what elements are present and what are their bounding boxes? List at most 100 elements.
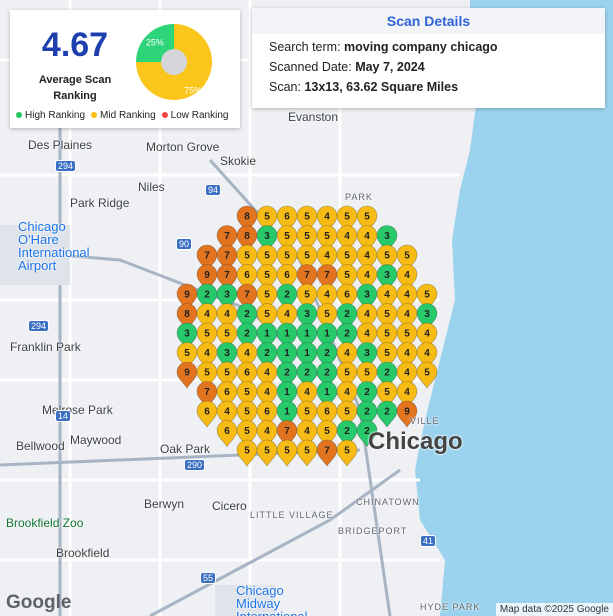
pin-rank: 6	[284, 212, 290, 223]
place-label: Brookfield	[56, 546, 110, 560]
rank-pin	[376, 244, 398, 272]
rank-pin	[336, 264, 358, 292]
donut-chart: 25% 75%	[136, 24, 212, 100]
pin-rank: 4	[404, 368, 410, 379]
place-label: Melrose Park	[42, 403, 113, 417]
pin-rank: 4	[424, 348, 430, 359]
place-label: LITTLE VILLAGE	[250, 510, 334, 520]
pin-rank: 5	[344, 368, 350, 379]
pin-rank: 2	[284, 290, 290, 301]
rank-pin	[276, 342, 298, 370]
rank-pin	[296, 361, 318, 389]
pin-rank: 5	[204, 329, 210, 340]
airport	[215, 585, 275, 616]
rank-pin	[276, 244, 298, 272]
rank-pin	[376, 342, 398, 370]
rank-pin	[356, 381, 378, 409]
detail-row: Scanned Date: May 7, 2024	[269, 60, 605, 74]
pin-rank: 5	[244, 387, 250, 398]
place-label: Brookfield Zoo	[6, 516, 84, 530]
legend-item: Mid Ranking	[91, 110, 156, 121]
road-shield: 290	[184, 459, 206, 471]
rank-pin	[256, 342, 278, 370]
pin-rank: 4	[284, 309, 290, 320]
rank-pin	[216, 400, 238, 428]
pin-rank: 5	[384, 251, 390, 262]
place-label: Park Ridge	[70, 196, 130, 210]
rank-pin	[176, 322, 198, 350]
ranking-panel: 4.67 Average Scan Ranking 25% 75% High Ra…	[10, 10, 240, 128]
rank-pin	[236, 264, 258, 292]
rank-pin	[396, 264, 418, 292]
rank-pin	[256, 400, 278, 428]
rank-pin	[216, 283, 238, 311]
rank-pin	[236, 420, 258, 448]
pin-rank: 4	[264, 387, 270, 398]
legend-swatch	[16, 112, 22, 119]
pin-rank: 6	[244, 270, 250, 281]
rank-pin	[296, 303, 318, 331]
pin-rank: 4	[244, 348, 250, 359]
pin-rank: 2	[384, 407, 390, 418]
place-label: Des Plaines	[28, 138, 93, 152]
rank-pin	[296, 342, 318, 370]
pin-rank: 2	[324, 348, 330, 359]
rank-pin	[356, 342, 378, 370]
rank-pin	[196, 244, 218, 272]
road-shield: 294	[28, 320, 50, 332]
pin-rank: 6	[344, 290, 350, 301]
pin-rank: 7	[224, 270, 230, 281]
rank-pin	[356, 420, 378, 448]
pin-rank: 4	[224, 309, 230, 320]
pin-rank: 6	[224, 387, 230, 398]
rank-pin	[196, 264, 218, 292]
rank-pin	[296, 322, 318, 350]
rank-pin	[296, 381, 318, 409]
pin-rank: 4	[304, 387, 310, 398]
pin-rank: 9	[404, 407, 410, 418]
rank-pin	[316, 244, 338, 272]
map-attribution[interactable]: Map data ©2025 Google	[495, 603, 613, 616]
pin-rank: 5	[364, 368, 370, 379]
rank-pin	[256, 303, 278, 331]
rank-pin	[276, 322, 298, 350]
pin-rank: 5	[304, 231, 310, 242]
pin-rank: 7	[224, 231, 230, 242]
pin-rank: 6	[284, 270, 290, 281]
rank-pin	[256, 205, 278, 233]
pin-rank: 6	[224, 426, 230, 437]
pin-rank: 5	[264, 212, 270, 223]
pin-rank: 2	[364, 387, 370, 398]
rank-pin	[296, 264, 318, 292]
rank-pin	[356, 361, 378, 389]
pin-rank: 7	[284, 426, 290, 437]
rank-pin	[296, 283, 318, 311]
pin-rank: 5	[244, 446, 250, 457]
detail-value: moving company chicago	[344, 40, 498, 54]
pin-rank: 2	[244, 329, 250, 340]
rank-pin	[356, 303, 378, 331]
rank-pin	[256, 420, 278, 448]
rank-pin	[216, 361, 238, 389]
rank-pin	[336, 420, 358, 448]
pin-rank: 1	[304, 348, 310, 359]
road-shield: 14	[55, 410, 72, 422]
pin-rank: 5	[304, 446, 310, 457]
rank-pin	[336, 322, 358, 350]
donut-center	[161, 49, 187, 75]
place-label: Bellwood	[16, 439, 65, 453]
rank-pin	[316, 322, 338, 350]
rank-pin	[276, 400, 298, 428]
rank-pin	[336, 283, 358, 311]
pin-rank: 7	[244, 290, 250, 301]
rank-pin	[276, 420, 298, 448]
rank-pin	[416, 342, 438, 370]
place-label: Franklin Park	[10, 340, 81, 354]
rank-pin	[356, 244, 378, 272]
pin-rank: 5	[264, 446, 270, 457]
details-panel: Scan Details Search term: moving company…	[252, 8, 605, 108]
rank-pin	[416, 361, 438, 389]
rank-pin	[276, 205, 298, 233]
pin-rank: 7	[324, 270, 330, 281]
